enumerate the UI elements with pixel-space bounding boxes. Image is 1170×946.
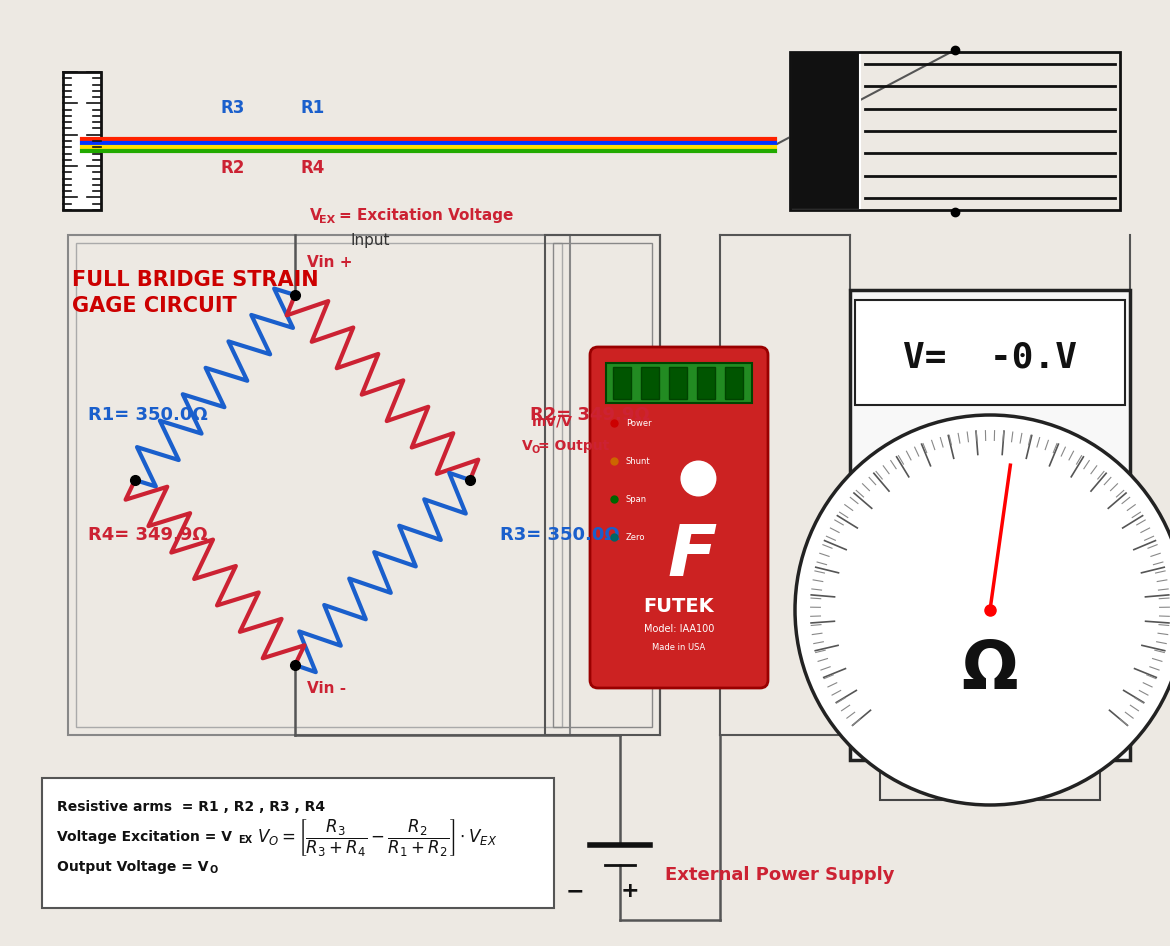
Text: = Output: = Output [538, 439, 610, 453]
Bar [849, 290, 1130, 760]
Text: V: V [310, 208, 322, 223]
Text: R1: R1 [300, 99, 324, 117]
Bar [63, 72, 101, 210]
Bar [880, 760, 1100, 800]
Bar [545, 235, 660, 735]
Text: Shunt: Shunt [626, 457, 651, 465]
Text: EX: EX [319, 215, 336, 225]
Text: O: O [531, 445, 539, 455]
Text: EX: EX [238, 835, 252, 845]
Bar [68, 235, 570, 735]
Text: Vin +: Vin + [307, 255, 352, 270]
Text: R2= 349.9Ω: R2= 349.9Ω [530, 406, 649, 424]
Text: Input: Input [350, 233, 390, 248]
Text: Model: IAA100: Model: IAA100 [644, 624, 714, 634]
Bar [855, 300, 1126, 405]
Bar [76, 243, 562, 727]
Circle shape [794, 415, 1170, 805]
Text: V=  -0.V: V= -0.V [903, 341, 1078, 375]
Text: $V_O = \left[\dfrac{R_3}{R_3+R_4} - \dfrac{R_2}{R_1+R_2}\right] \cdot V_{EX}$: $V_O = \left[\dfrac{R_3}{R_3+R_4} - \dfr… [257, 817, 497, 859]
Bar [42, 778, 555, 908]
Text: Vin -: Vin - [307, 681, 346, 696]
Bar [790, 52, 860, 210]
Text: Span: Span [626, 495, 647, 503]
Text: R3: R3 [220, 99, 245, 117]
Bar [697, 367, 715, 399]
Text: FULL BRIDGE STRAIN
GAGE CIRCUIT: FULL BRIDGE STRAIN GAGE CIRCUIT [73, 270, 318, 316]
Bar [553, 243, 652, 727]
Text: F: F [667, 522, 717, 591]
FancyBboxPatch shape [590, 347, 768, 688]
Text: Power: Power [626, 418, 652, 428]
Text: O: O [209, 865, 219, 875]
Text: Zero: Zero [626, 533, 646, 541]
Text: R4= 349.9Ω: R4= 349.9Ω [88, 526, 208, 544]
Bar [725, 367, 743, 399]
Text: R4: R4 [300, 159, 324, 177]
Text: Resistive arms  = R1 , R2 , R3 , R4: Resistive arms = R1 , R2 , R3 , R4 [57, 800, 325, 814]
Text: Made in USA: Made in USA [653, 643, 706, 652]
Text: +: + [621, 881, 639, 901]
Text: R2: R2 [220, 159, 245, 177]
Text: Output Voltage = V: Output Voltage = V [57, 860, 208, 874]
Text: R1= 350.0Ω: R1= 350.0Ω [88, 406, 208, 424]
Text: Ω: Ω [962, 637, 1018, 703]
Bar [790, 52, 1120, 210]
Bar [641, 367, 659, 399]
Circle shape [681, 461, 716, 497]
Text: −: − [565, 881, 584, 901]
Text: mV/V: mV/V [532, 414, 573, 428]
Bar [669, 367, 687, 399]
Text: FUTEK: FUTEK [644, 597, 715, 616]
Bar [606, 363, 752, 403]
Text: = Excitation Voltage: = Excitation Voltage [339, 208, 514, 223]
Text: V: V [522, 439, 532, 453]
Text: External Power Supply: External Power Supply [666, 866, 895, 884]
Text: Voltage Excitation = V: Voltage Excitation = V [57, 830, 232, 844]
Text: R3= 350.0Ω: R3= 350.0Ω [500, 526, 620, 544]
Bar [613, 367, 631, 399]
